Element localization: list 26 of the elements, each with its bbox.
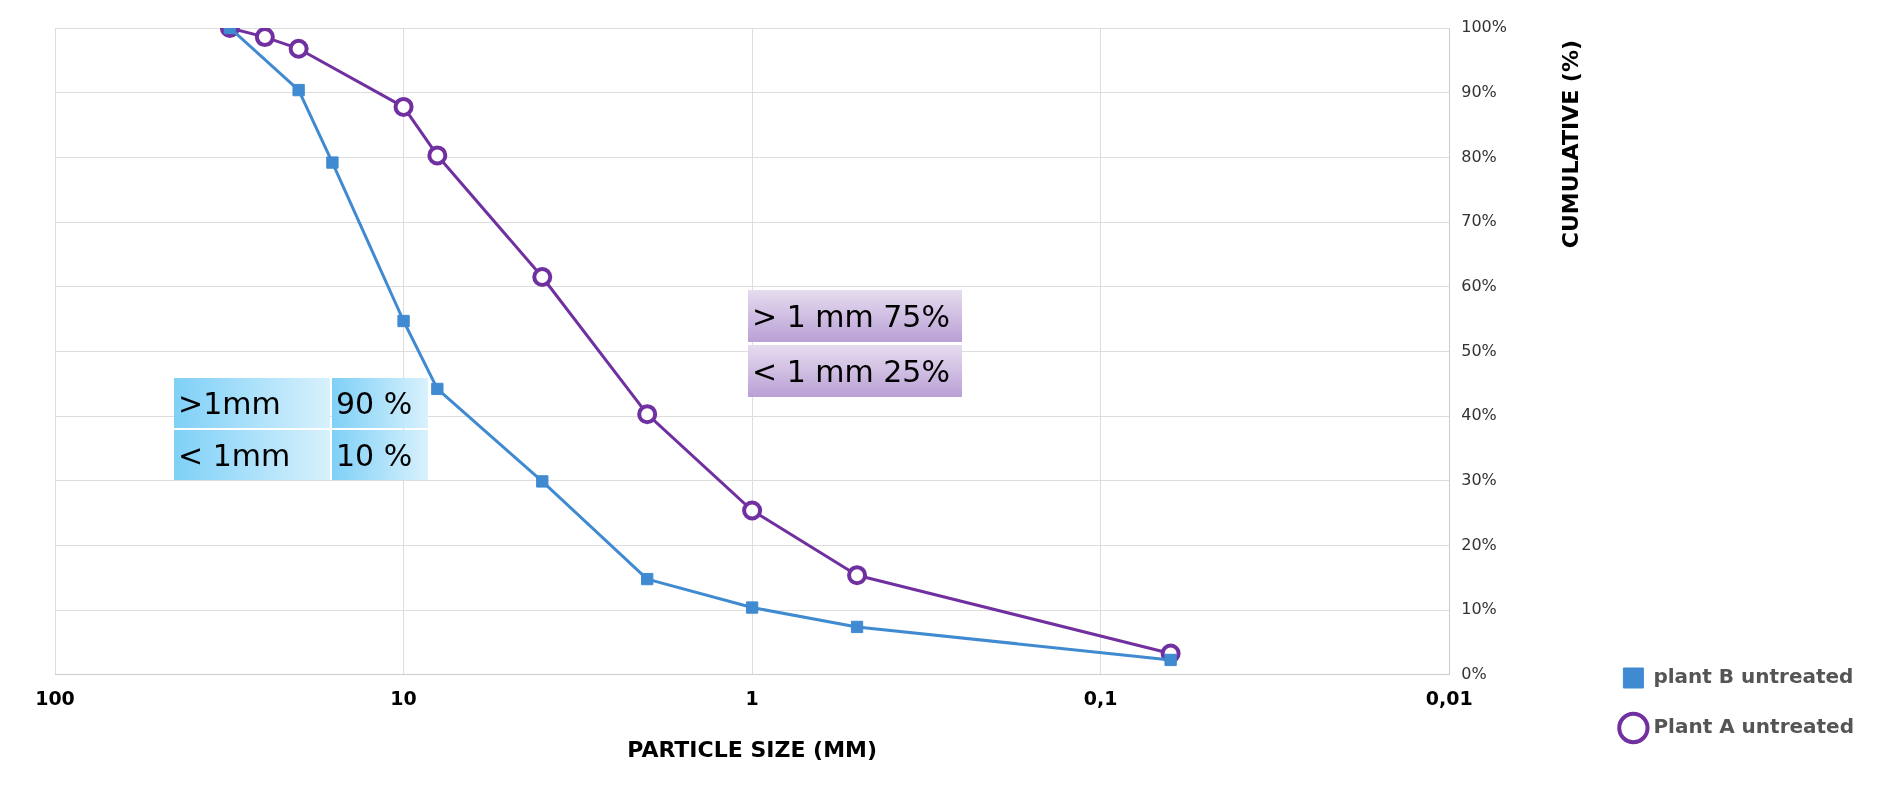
x-tick-label: 100 (35, 687, 75, 710)
x-tick-label: 0,1 (1083, 687, 1118, 710)
legend-label: plant B untreated (1653, 664, 1854, 689)
y-tick-label: 30% (1461, 469, 1497, 489)
y-axis-title: CUMULATIVE (%) (1558, 40, 1583, 249)
x-tick-label: 1 (745, 687, 759, 710)
annotation: > 1 mm 75% (748, 290, 962, 342)
y-tick-label: 80% (1461, 146, 1497, 166)
annotation: < 1mm (174, 430, 330, 480)
y-tick-label: 60% (1461, 275, 1497, 295)
x-tick-label: 0,01 (1425, 687, 1473, 710)
y-tick-label: 20% (1461, 534, 1497, 554)
x-axis-title: PARTICLE SIZE (MM) (627, 736, 877, 762)
y-tick-label: 50% (1461, 340, 1497, 360)
annotation: >1mm (174, 378, 330, 428)
annotation: 10 % (332, 430, 428, 480)
y-tick-label: 70% (1461, 211, 1497, 231)
y-tick-label: 0% (1461, 663, 1487, 683)
annotation: < 1 mm 25% (748, 345, 962, 397)
legend-label: Plant A untreated (1653, 714, 1855, 739)
y-tick-label: 40% (1461, 405, 1497, 425)
y-tick-label: 100% (1461, 17, 1507, 37)
y-tick-label: 90% (1461, 81, 1497, 101)
y-tick-label: 10% (1461, 599, 1497, 619)
annotation: 90 % (332, 378, 428, 428)
x-tick-label: 10 (390, 687, 417, 710)
